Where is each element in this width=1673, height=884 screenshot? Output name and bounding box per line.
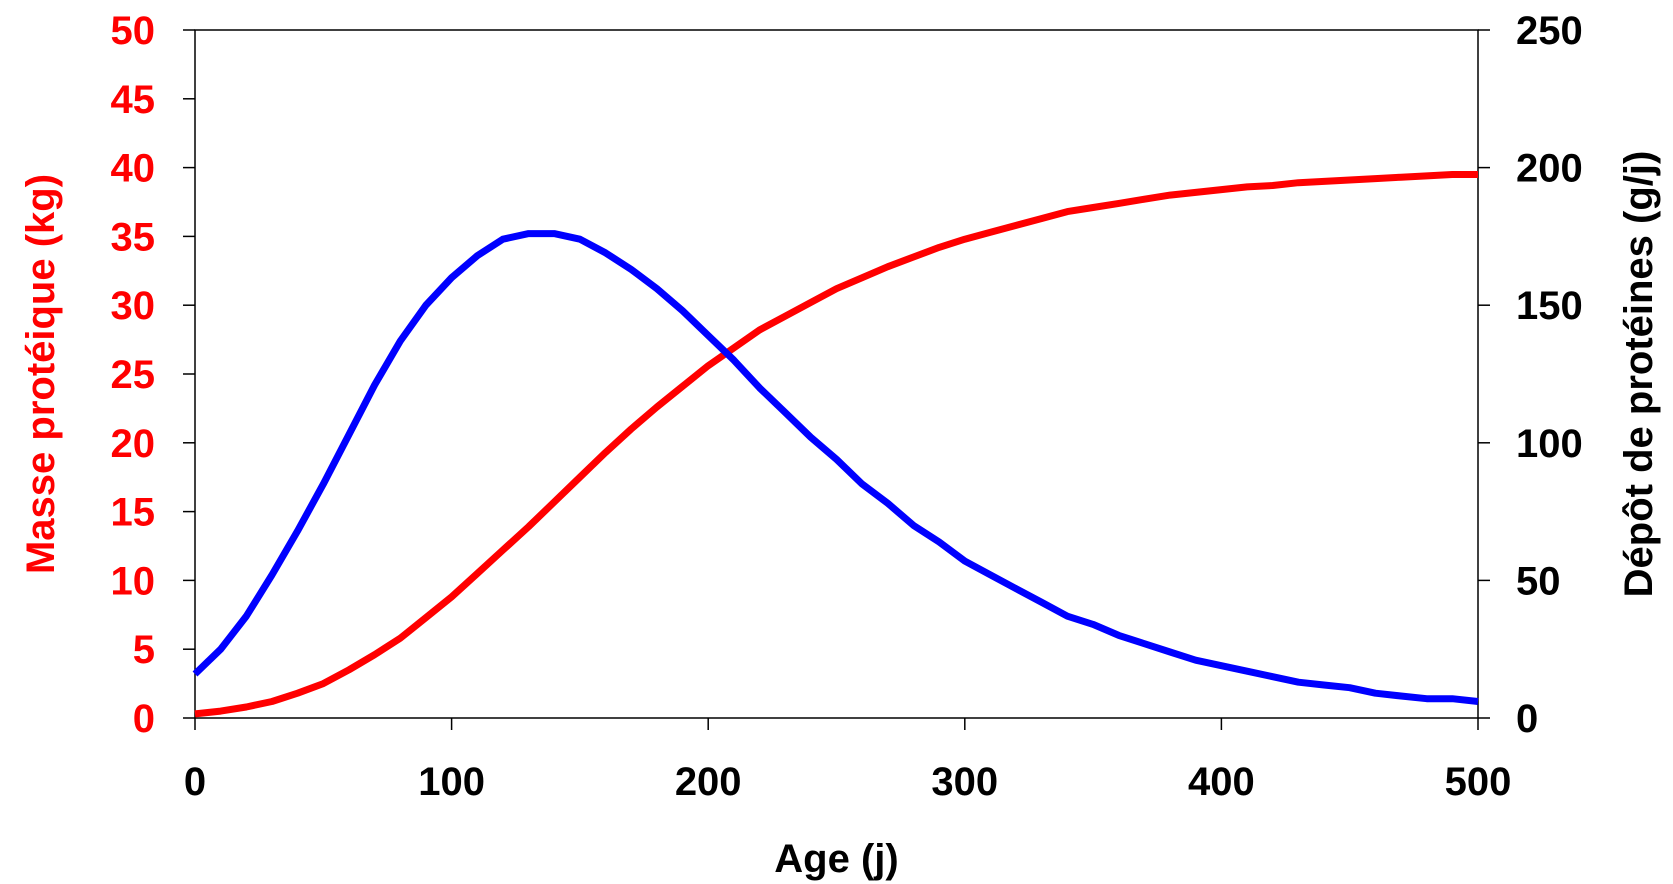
x-axis-title: Age (j): [774, 837, 898, 881]
masse-proteique-line: [194, 171, 1478, 718]
series-layer: [192, 171, 1479, 718]
y-right-tick-label: 100: [1516, 422, 1583, 466]
y-left-tick-label: 20: [111, 422, 156, 466]
y-left-tick-label: 45: [111, 78, 156, 122]
x-tick-label: 0: [184, 760, 206, 804]
depot-proteines-line: [192, 230, 1479, 705]
y-right-tick-label: 200: [1516, 147, 1583, 191]
y-left-tick-label: 5: [133, 628, 155, 672]
y-right-axis-title: Dépôt de protéines (g/j): [1617, 151, 1661, 598]
y-left-tick-label: 30: [111, 284, 156, 328]
tick-labels: 0 100 200 300 400 500051015202530354045500501…: [111, 9, 1583, 804]
y-left-tick-label: 40: [111, 147, 156, 191]
y-left-tick-label: 25: [111, 353, 156, 397]
x-tick-label: 300: [931, 760, 998, 804]
y-left-axis-title: Masse protéique (kg): [19, 174, 63, 574]
y-right-tick-label: 0: [1516, 697, 1538, 741]
y-left-tick-label: 15: [111, 491, 156, 535]
y-left-tick-label: 50: [111, 9, 156, 53]
y-left-tick-label: 0: [133, 697, 155, 741]
y-right-tick-label: 50: [1516, 559, 1561, 603]
x-tick-label: 200: [675, 760, 742, 804]
tick-marks: [183, 29, 1490, 730]
x-tick-label: 100: [418, 760, 485, 804]
y-right-tick-label: 150: [1516, 284, 1583, 328]
x-tick-label: 500: [1445, 760, 1512, 804]
x-tick-label: 400: [1188, 760, 1255, 804]
y-right-tick-label: 250: [1516, 9, 1583, 53]
y-left-tick-label: 35: [111, 215, 156, 259]
y-left-tick-label: 10: [111, 559, 156, 603]
